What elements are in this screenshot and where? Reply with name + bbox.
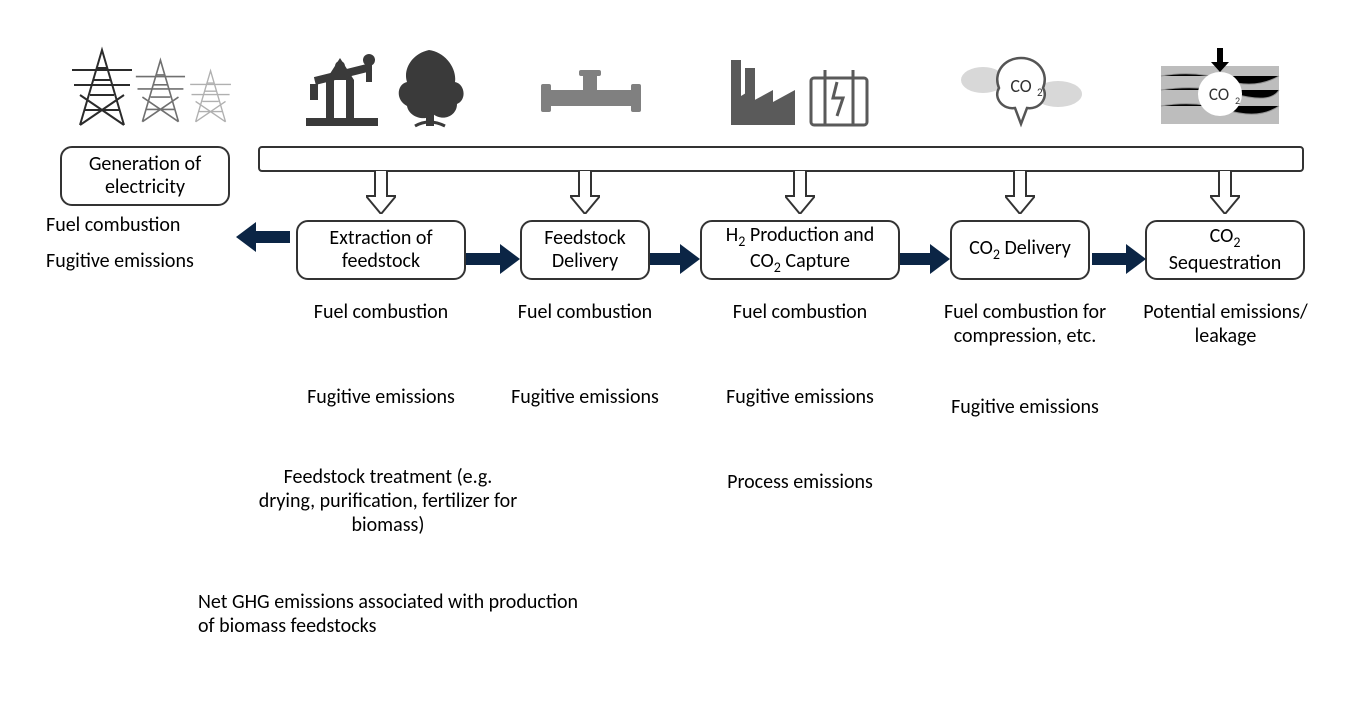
caption-prod-3: Process emissions bbox=[710, 470, 890, 494]
sequestration-icon: CO 2 bbox=[1155, 40, 1285, 130]
caption-prod-1: Fuel combustion bbox=[710, 300, 890, 324]
box-sequestration: CO2 Sequestration bbox=[1145, 220, 1305, 280]
drop-arrow-extraction bbox=[366, 170, 396, 214]
drop-arrow-production bbox=[785, 170, 815, 214]
box-extraction-label: Extraction of feedstock bbox=[306, 227, 456, 273]
caption-cd-1: Fuel combustion for compression, etc. bbox=[930, 300, 1120, 348]
power-tower-icon bbox=[60, 40, 245, 130]
box-co2delivery-label: CO2 Delivery bbox=[969, 237, 1071, 263]
pipe-icon bbox=[533, 40, 648, 130]
box-co2delivery: CO2 Delivery bbox=[950, 220, 1090, 280]
drop-arrow-co2delivery bbox=[1005, 170, 1035, 214]
caption-elec-2: Fugitive emissions bbox=[46, 249, 246, 273]
box-production: H2 Production and CO2 Capture bbox=[700, 220, 900, 280]
caption-ext-4: Net GHG emissions associated with produc… bbox=[198, 590, 588, 638]
drop-arrow-delivery bbox=[570, 170, 600, 214]
arrow-co2delivery-to-sequestration bbox=[1092, 244, 1146, 274]
svg-text:CO: CO bbox=[1010, 75, 1031, 97]
co2-cloud-icon: CO 2 bbox=[953, 40, 1088, 130]
arrow-delivery-to-production bbox=[650, 244, 700, 274]
icon-row: CO 2 CO 2 bbox=[0, 40, 1369, 130]
box-electricity-label: Generation of electricity bbox=[70, 153, 220, 199]
box-production-label: H2 Production and CO2 Capture bbox=[710, 224, 890, 276]
caption-ext-2: Fugitive emissions bbox=[296, 385, 466, 409]
factory-icon bbox=[725, 40, 875, 130]
box-extraction: Extraction of feedstock bbox=[296, 220, 466, 280]
caption-prod-2: Fugitive emissions bbox=[710, 385, 890, 409]
caption-ext-1: Fuel combustion bbox=[296, 300, 466, 324]
caption-ext-3: Feedstock treatment (e.g. drying, purifi… bbox=[258, 465, 518, 537]
svg-text:CO: CO bbox=[1209, 84, 1229, 105]
arrow-extraction-to-delivery bbox=[466, 244, 520, 274]
box-sequestration-label: CO2 Sequestration bbox=[1155, 225, 1295, 274]
svg-text:2: 2 bbox=[1235, 94, 1240, 107]
bus-bar bbox=[258, 146, 1304, 172]
caption-del-1: Fuel combustion bbox=[510, 300, 660, 324]
box-electricity: Generation of electricity bbox=[60, 146, 230, 206]
drop-arrow-sequestration bbox=[1210, 170, 1240, 214]
caption-del-2: Fugitive emissions bbox=[510, 385, 660, 409]
pumpjack-tree-icon bbox=[296, 40, 466, 130]
box-delivery: Feedstock Delivery bbox=[520, 220, 650, 280]
caption-cd-2: Fugitive emissions bbox=[940, 395, 1110, 419]
caption-seq-1: Potential emissions/ leakage bbox=[1138, 300, 1313, 348]
box-delivery-label: Feedstock Delivery bbox=[530, 227, 640, 273]
arrow-production-to-co2delivery bbox=[900, 244, 950, 274]
svg-text:2: 2 bbox=[1037, 86, 1043, 99]
caption-elec-1: Fuel combustion bbox=[46, 213, 246, 237]
